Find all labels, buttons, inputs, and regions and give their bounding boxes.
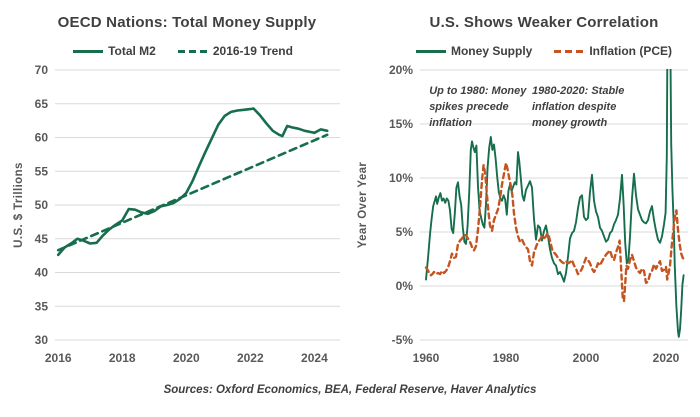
svg-text:2018: 2018 (109, 351, 136, 365)
us-correlation-chart: 20% 15% 10% 5% 0% -5% 1960 1980 2000 2020 Year Ove… (357, 63, 688, 365)
oecd-money-supply-panel: OECD Nations: Total Money Supply Total M… (8, 6, 352, 378)
us-correlation-panel: U.S. Shows Weaker Correlation Money Supp… (352, 6, 696, 378)
oecd-chart-legend: Total M2 2016-19 Trend (8, 42, 352, 60)
svg-text:40: 40 (35, 266, 49, 280)
legend-label-inflation: Inflation (PCE) (589, 44, 672, 58)
svg-text:20%: 20% (389, 63, 413, 77)
svg-text:2016: 2016 (45, 351, 72, 365)
svg-text:0%: 0% (396, 279, 414, 293)
svg-text:60: 60 (35, 131, 49, 145)
svg-text:U.S. $ Trillions: U.S. $ Trillions (13, 162, 25, 248)
total-m2-line-icon (73, 49, 104, 53)
svg-text:1980: 1980 (493, 351, 520, 365)
trend-line-icon (177, 49, 208, 53)
svg-text:2000: 2000 (573, 351, 600, 365)
svg-text:70: 70 (35, 63, 49, 77)
svg-text:1960: 1960 (413, 351, 440, 365)
us-chart-title: U.S. Shows Weaker Correlation (429, 14, 659, 31)
svg-text:-5%: -5% (392, 333, 414, 347)
svg-text:45: 45 (35, 232, 49, 246)
legend-item-total-m2: Total M2 (73, 44, 156, 58)
svg-text:35: 35 (35, 299, 49, 313)
svg-text:55: 55 (35, 164, 49, 178)
svg-text:2024: 2024 (301, 351, 328, 365)
svg-text:2020: 2020 (653, 351, 680, 365)
svg-text:2020: 2020 (173, 351, 200, 365)
svg-text:2022: 2022 (237, 351, 264, 365)
legend-label-trend: 2016-19 Trend (212, 44, 293, 58)
inflation-line-icon (554, 49, 585, 53)
svg-text:65: 65 (35, 97, 49, 111)
legend-label-total-m2: Total M2 (108, 44, 156, 58)
oecd-money-supply-chart: 70 65 60 55 50 45 40 35 30 2016 2018 2020 2022 2024 U.… (13, 63, 340, 365)
svg-text:15%: 15% (389, 117, 413, 131)
us-chart-legend: Money Supply Inflation (PCE) (352, 42, 696, 60)
legend-item-trend: 2016-19 Trend (177, 44, 293, 58)
legend-item-inflation: Inflation (PCE) (554, 44, 672, 58)
svg-text:5%: 5% (396, 225, 414, 239)
svg-text:Year Over Year: Year Over Year (357, 162, 369, 249)
oecd-chart-title: OECD Nations: Total Money Supply (57, 14, 317, 31)
svg-text:50: 50 (35, 198, 49, 212)
svg-text:10%: 10% (389, 171, 413, 185)
svg-text:30: 30 (35, 333, 49, 347)
legend-label-money-supply: Money Supply (450, 44, 533, 58)
sources-note: Sources: Oxford Economics, BEA, Federal … (163, 384, 537, 396)
money-supply-line-icon (415, 49, 446, 53)
legend-item-money-supply: Money Supply (415, 44, 533, 58)
